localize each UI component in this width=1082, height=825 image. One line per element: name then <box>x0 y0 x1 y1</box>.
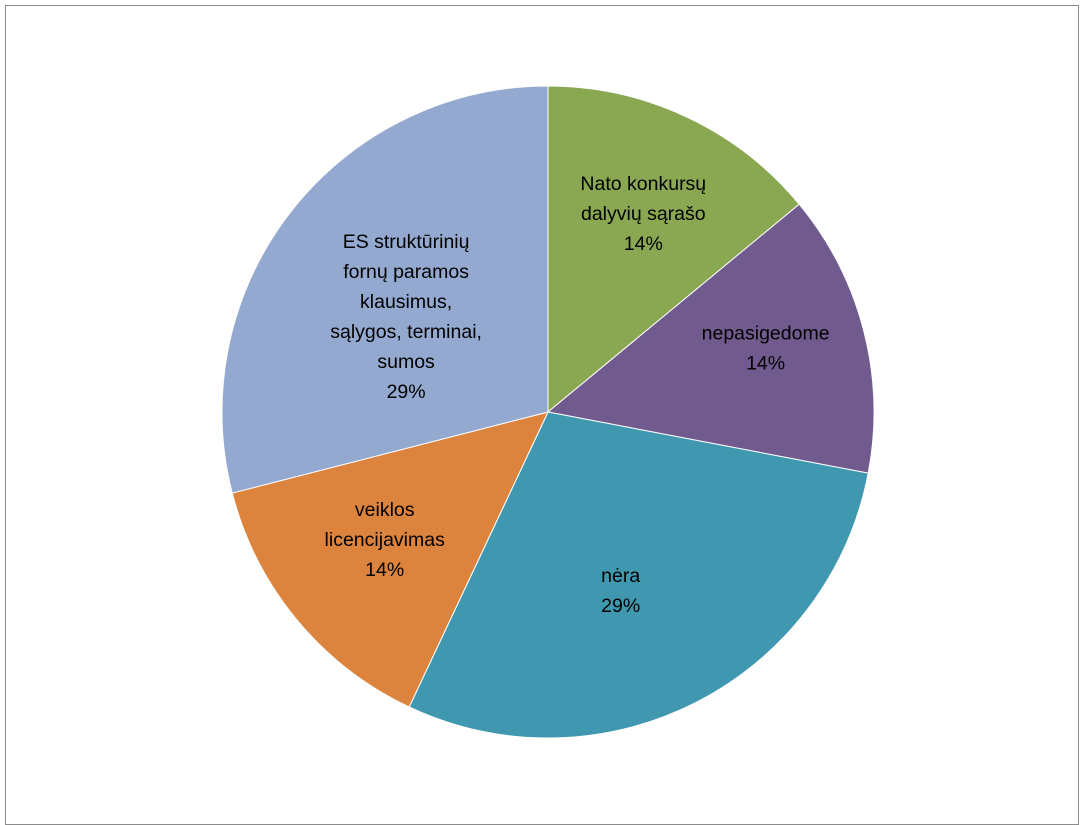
pie-slice-label-line: klausimus, <box>360 291 452 313</box>
pie-slice-3 <box>408 411 869 739</box>
pie-slice-label-line: ES struktūrinių <box>343 231 470 253</box>
pie-slice-label-line: licencijavimas <box>325 529 446 551</box>
pie-slice-label-2: nepasigedome 14% <box>702 323 830 375</box>
pie-slice-label-line: 14% <box>624 233 663 255</box>
pie-slice-label-line: nepasigedome <box>702 323 830 345</box>
pie-labels: Nato konkursų dalyvių sąrašo 14%nepasigedo… <box>325 173 830 617</box>
pie-slice-label-line: dalyvių sąrašo <box>581 203 706 225</box>
pie-slice-label-line: 29% <box>601 595 640 617</box>
pie-slice-label-1: Nato konkursų dalyvių sąrašo 14% <box>580 173 706 255</box>
pie-slice-label-4: veiklos licencijavimas 14% <box>325 499 446 581</box>
pie-slice-label-line: 14% <box>746 353 785 375</box>
pie-slice-label-line: 29% <box>387 381 426 403</box>
pie-slice-label-line: 14% <box>365 559 404 581</box>
pie-slice-4 <box>231 411 549 708</box>
pie-slices <box>221 85 875 739</box>
pie-slice-label-3: nėra 29% <box>601 565 640 617</box>
pie-slice-5 <box>221 85 549 494</box>
pie-slice-label-line: sąlygos, terminai, <box>330 321 482 343</box>
pie-slice-label-line: sumos <box>377 351 435 373</box>
pie-slice-2 <box>546 203 875 474</box>
pie-slice-label-5: ES struktūrinių fornų paramos klausimus, są… <box>330 231 482 403</box>
pie-slice-label-line: nėra <box>601 565 640 587</box>
pie-slice-1 <box>547 85 800 414</box>
pie-slice-label-line: Nato konkursų <box>580 173 706 195</box>
pie-slice-label-line: veiklos <box>355 499 415 521</box>
pie-slice-label-line: fornų paramos <box>343 261 469 283</box>
